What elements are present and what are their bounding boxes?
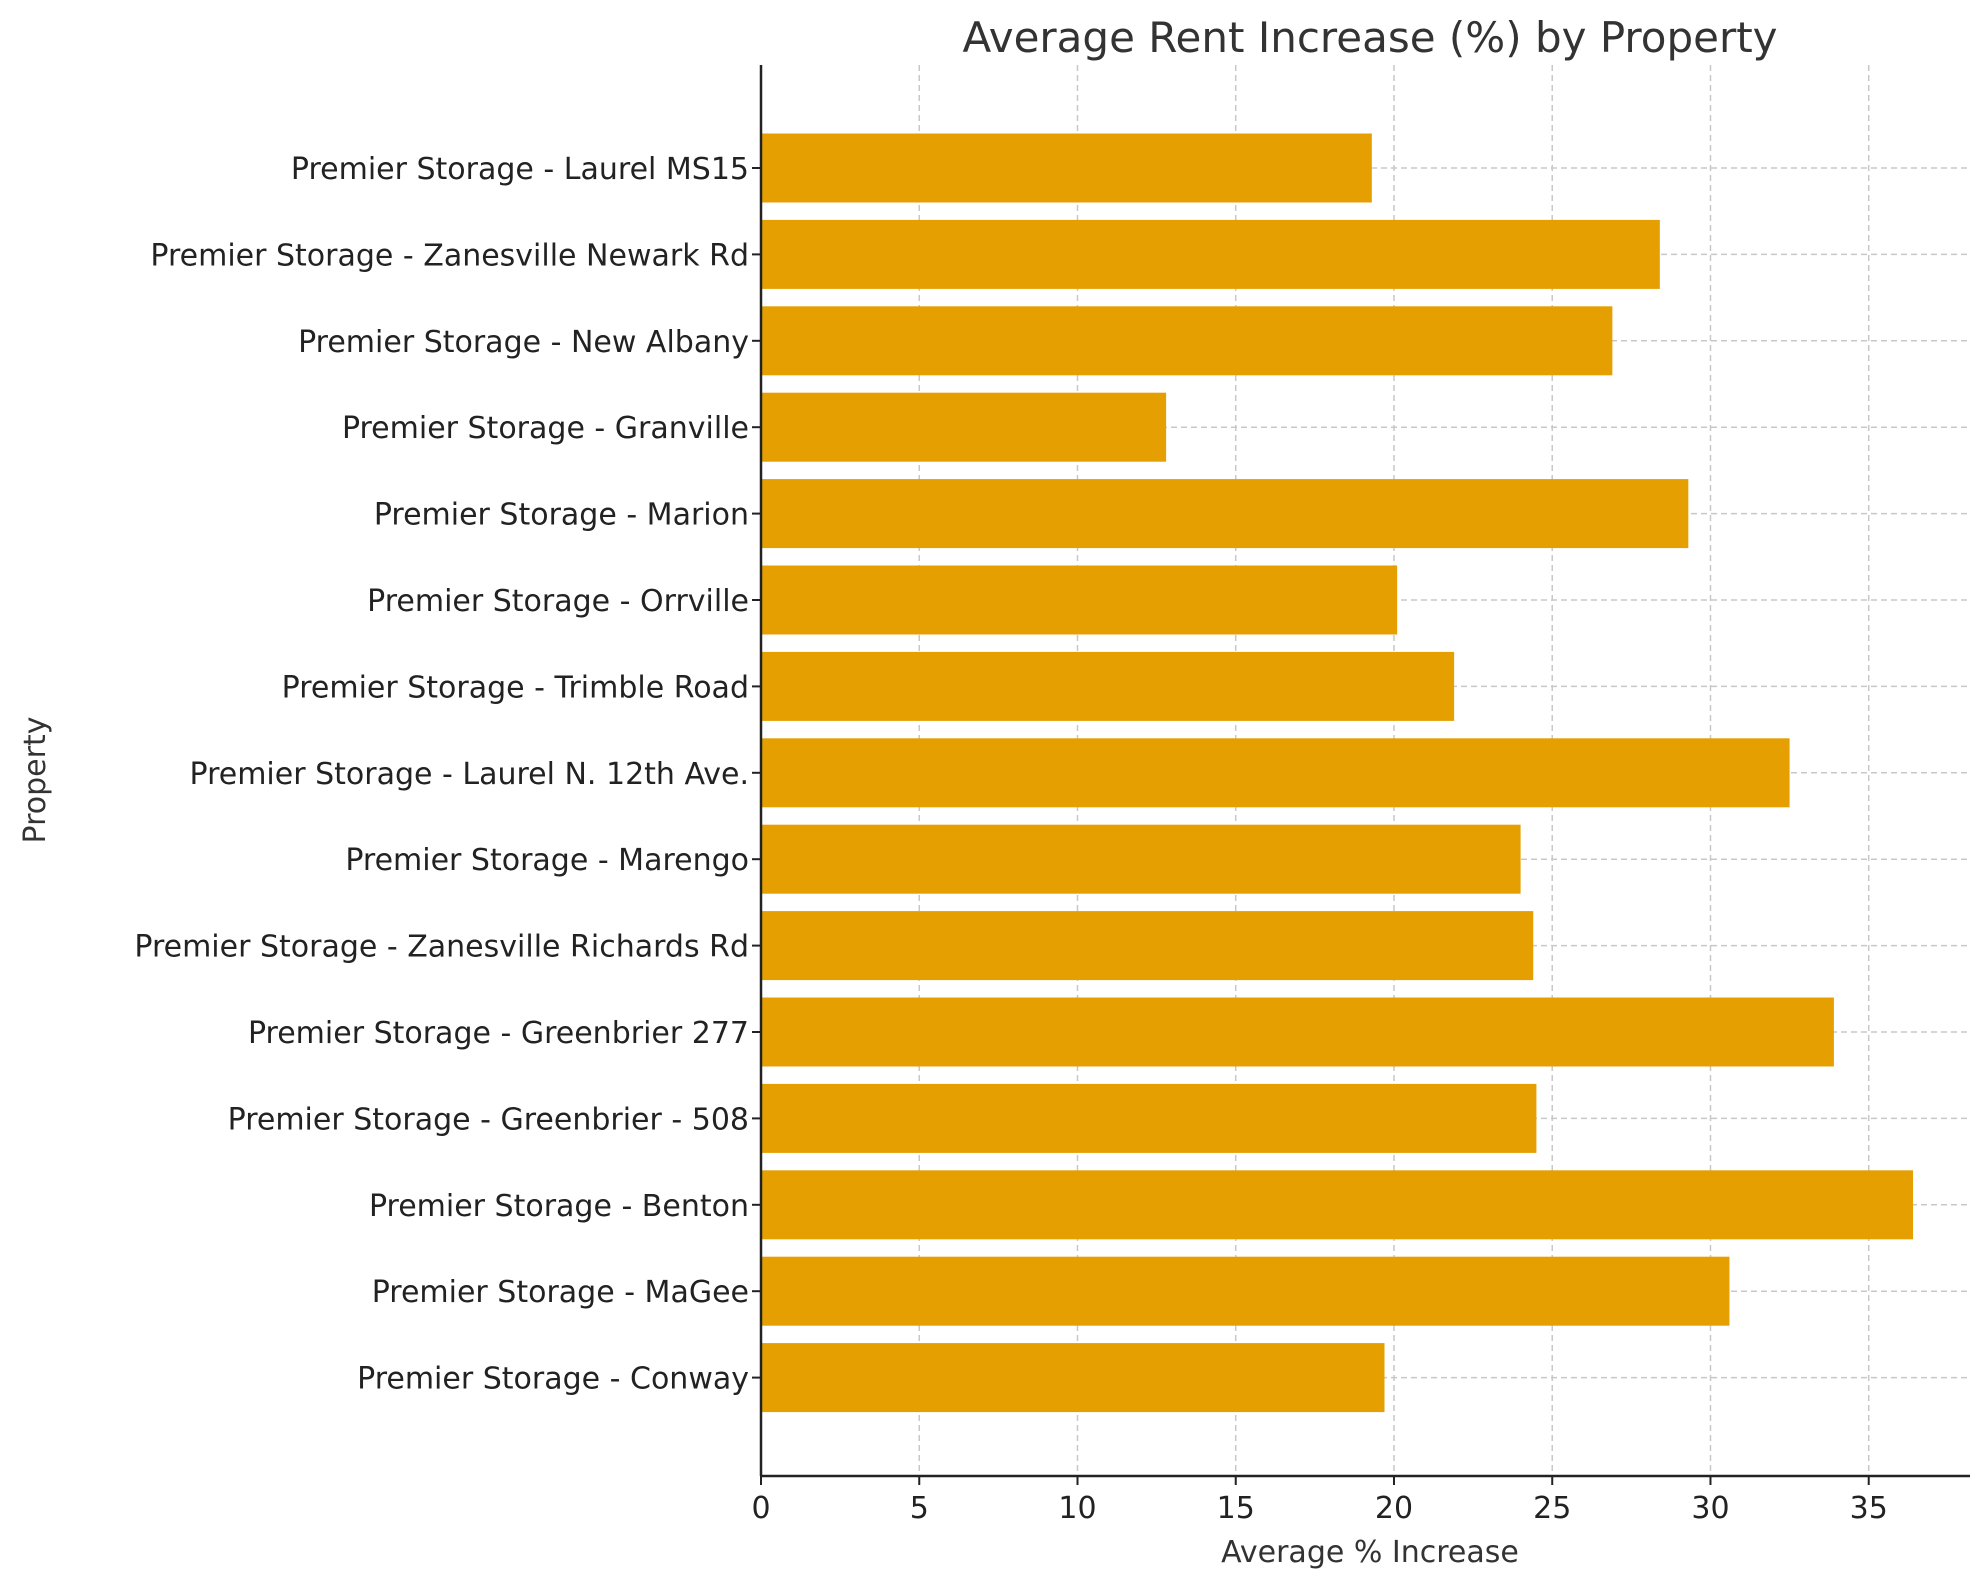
- y-tick-label: Premier Storage - New Albany: [298, 325, 749, 360]
- bar: [761, 911, 1534, 981]
- bar: [761, 1083, 1537, 1153]
- tick-labels: 0 5 10 15 20 25 30 35 Premier Storage - Laurel M…: [134, 152, 1887, 1526]
- bar: [761, 219, 1660, 289]
- x-tick-label: 35: [1850, 1491, 1888, 1526]
- x-axis-title: Average % Increase: [1221, 1535, 1519, 1570]
- x-tick-label: 10: [1058, 1491, 1096, 1526]
- bar: [761, 824, 1521, 894]
- bar: [761, 133, 1372, 203]
- bar: [761, 1256, 1730, 1326]
- bar: [761, 392, 1167, 462]
- axes: [752, 65, 1970, 1485]
- y-tick-label: Premier Storage - Laurel MS15: [291, 152, 749, 187]
- y-tick-label: Premier Storage - Zanesville Richards Rd: [134, 930, 749, 965]
- bar: [761, 738, 1790, 808]
- x-tick-label: 5: [910, 1491, 929, 1526]
- bar: [761, 306, 1613, 376]
- y-tick-label: Premier Storage - Zanesville Newark Rd: [150, 238, 749, 273]
- bar: [761, 651, 1455, 721]
- y-tick-label: Premier Storage - Laurel N. 12th Ave.: [190, 757, 749, 792]
- bars: [761, 133, 1914, 1413]
- y-tick-label: Premier Storage - Greenbrier 277: [248, 1016, 749, 1051]
- bar: [761, 479, 1689, 549]
- x-tick-label: 20: [1375, 1491, 1413, 1526]
- bar: [761, 1343, 1385, 1413]
- x-tick-label: 25: [1533, 1491, 1571, 1526]
- y-tick-label: Premier Storage - Marengo: [345, 843, 749, 878]
- y-tick-label: Premier Storage - Conway: [357, 1362, 749, 1397]
- y-tick-label: Premier Storage - Greenbrier - 508: [228, 1102, 749, 1137]
- y-axis-title: Property: [18, 717, 53, 844]
- x-tick-label: 30: [1691, 1491, 1729, 1526]
- y-tick-label: Premier Storage - MaGee: [372, 1275, 749, 1310]
- x-tick-label: 15: [1217, 1491, 1255, 1526]
- chart-title: Average Rent Increase (%) by Property: [962, 13, 1777, 62]
- x-tick-label: 0: [751, 1491, 770, 1526]
- bar: [761, 565, 1398, 635]
- y-tick-label: Premier Storage - Marion: [374, 498, 749, 533]
- bar: [761, 997, 1834, 1067]
- y-tick-label: Premier Storage - Granville: [342, 411, 749, 446]
- y-tick-label: Premier Storage - Benton: [369, 1189, 749, 1224]
- bar: [761, 1170, 1914, 1240]
- y-tick-label: Premier Storage - Trimble Road: [282, 670, 749, 705]
- y-tick-label: Premier Storage - Orrville: [367, 584, 749, 619]
